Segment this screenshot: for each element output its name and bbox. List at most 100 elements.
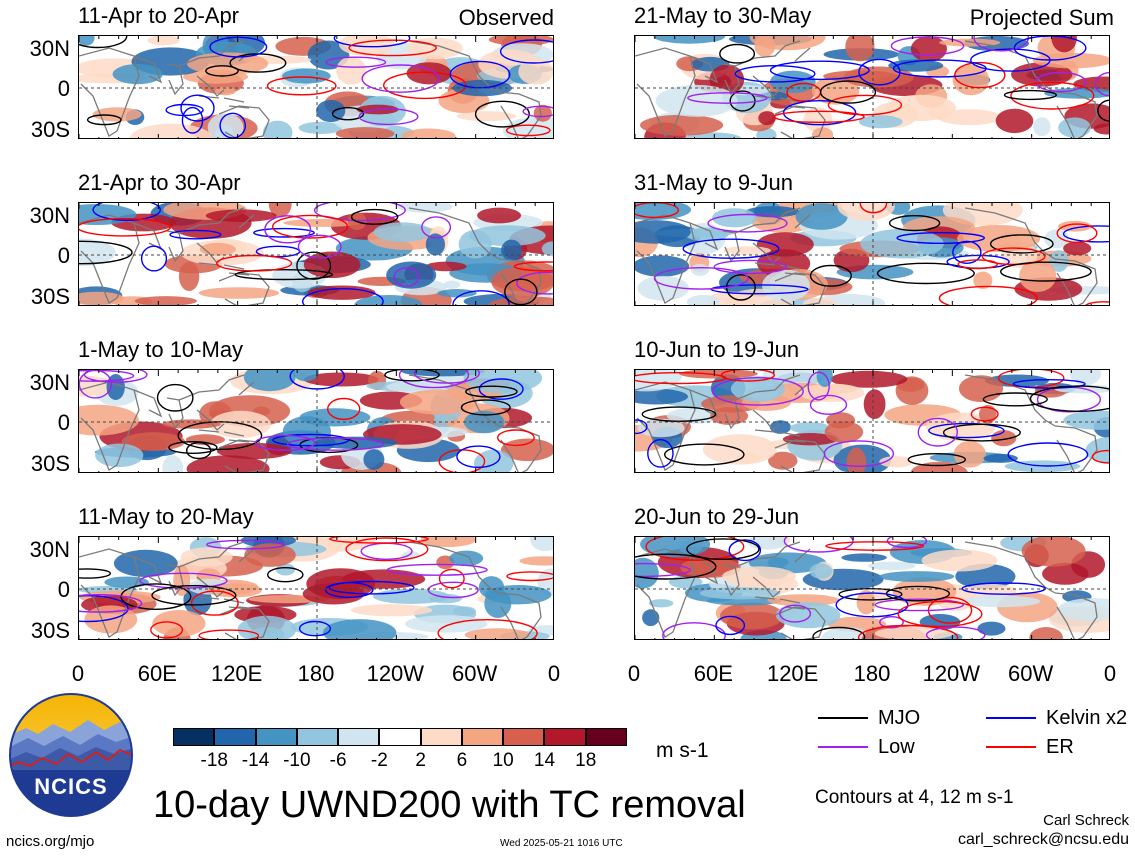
reference-lines (79, 537, 553, 639)
lon-label: 120W (922, 661, 981, 686)
colorbar-units: m s-1 (656, 739, 709, 762)
lat-label: 0 (57, 243, 70, 268)
colorbar (173, 728, 627, 746)
contours (687, 36, 1109, 126)
legend-label: ER (1046, 736, 1074, 758)
lat-label: 30S (30, 117, 70, 142)
lon-label: 60E (137, 661, 177, 686)
colorbar-tick-label: 10 (492, 750, 514, 771)
email[interactable]: carl_schreck@ncsu.edu (958, 831, 1129, 848)
reference-lines (79, 36, 553, 138)
panel-title: 1-May to 10-May (78, 337, 244, 362)
lat-label: 0 (57, 410, 70, 435)
lat-label: 30N (29, 370, 70, 395)
author: Carl Schreck (1043, 812, 1129, 829)
reference-lines (635, 36, 1109, 138)
legend-line (986, 717, 1036, 719)
shading (640, 36, 1109, 138)
contours (79, 36, 553, 138)
reference-lines (635, 203, 1109, 305)
contours (635, 370, 1109, 468)
colorbar-tick-label: 2 (415, 750, 426, 771)
ncics-logo: NCICS (8, 690, 134, 820)
map-panel (634, 35, 1110, 139)
map-panel (78, 202, 554, 306)
panel-title: 11-Apr to 20-Apr (78, 3, 240, 28)
panel-title: 20-Jun to 29-Jun (634, 504, 800, 529)
colorbar-swatch (544, 728, 586, 746)
panel-title: 21-May to 30-May (634, 3, 812, 28)
colorbar-swatch (338, 728, 380, 746)
reference-lines (79, 203, 553, 305)
colorbar-tick-label: -14 (241, 750, 270, 771)
contours (79, 370, 535, 472)
lon-label: 0 (627, 661, 641, 686)
shading (635, 370, 1109, 472)
colorbar-tick-label: -10 (283, 750, 311, 771)
colorbar-swatch (461, 728, 504, 746)
colorbar-swatch (214, 728, 256, 746)
colorbar-swatch (255, 728, 297, 746)
reference-lines (635, 370, 1109, 472)
lon-label: 180 (853, 661, 891, 686)
contours (79, 537, 553, 639)
coastlines (635, 374, 1098, 472)
timestamp: Wed 2025-05-21 1016 UTC (500, 838, 623, 849)
colorbar-swatch (379, 728, 421, 746)
colorbar-swatch (503, 728, 545, 746)
lat-label: 0 (57, 577, 70, 602)
colorbar-swatch (296, 728, 339, 746)
contours (79, 203, 553, 305)
lat-label: 30S (30, 618, 70, 643)
colorbar-tick-label: 18 (575, 750, 597, 771)
panel-title: 10-Jun to 19-Jun (634, 337, 800, 362)
legend-line (986, 746, 1036, 748)
website[interactable]: ncics.org/mjo (6, 833, 95, 850)
map-panel (634, 202, 1110, 306)
coastlines (635, 541, 1098, 639)
legend-line (818, 746, 868, 748)
colorbar-swatch (173, 728, 215, 746)
contours (635, 203, 1109, 305)
colorbar-tick-label: -6 (329, 750, 347, 771)
lat-label: 30S (30, 284, 70, 309)
lat-label: 30N (29, 203, 70, 228)
panel-title: 21-Apr to 30-Apr (78, 170, 241, 195)
lat-label: 0 (57, 76, 70, 101)
lon-label: 120E (210, 661, 263, 686)
colorbar-tick-label: 14 (533, 750, 556, 771)
legend-label: MJO (878, 707, 921, 729)
colorbar-tick-label: 6 (456, 750, 468, 771)
legend-label: Low (878, 736, 915, 758)
colorbar-tick-label: -18 (200, 750, 228, 771)
colorbar-tick-label: -2 (370, 750, 388, 771)
colorbar-swatch (585, 728, 627, 746)
shading (79, 203, 553, 305)
lon-label: 0 (547, 661, 561, 686)
contours (635, 537, 1047, 639)
reference-lines (79, 370, 553, 472)
panel-tag: Projected Sum (969, 5, 1114, 30)
panel-title: 11-May to 20-May (78, 504, 254, 529)
map-panel (78, 369, 554, 473)
legend-line (818, 717, 868, 719)
lat-label: 30S (30, 451, 70, 476)
lon-label: 0 (71, 661, 85, 686)
lon-label: 180 (297, 661, 335, 686)
reference-lines (635, 537, 1109, 639)
legend-label: Kelvin x2 (1046, 707, 1128, 729)
lon-label: 120W (366, 661, 425, 686)
lon-label: 120E (766, 661, 819, 686)
lon-label: 60W (1008, 661, 1054, 686)
coastlines (635, 207, 1098, 305)
map-panel (634, 369, 1110, 473)
lon-label: 60W (452, 661, 498, 686)
panel-tag: Observed (458, 5, 554, 30)
map-panel (78, 35, 554, 139)
contour-note: Contours at 4, 12 m s-1 (815, 787, 1014, 808)
lon-label: 0 (1103, 661, 1117, 686)
lat-label: 30N (29, 36, 70, 61)
map-panel (78, 536, 554, 640)
map-panel (634, 536, 1110, 640)
panel-title: 31-May to 9-Jun (634, 170, 793, 195)
